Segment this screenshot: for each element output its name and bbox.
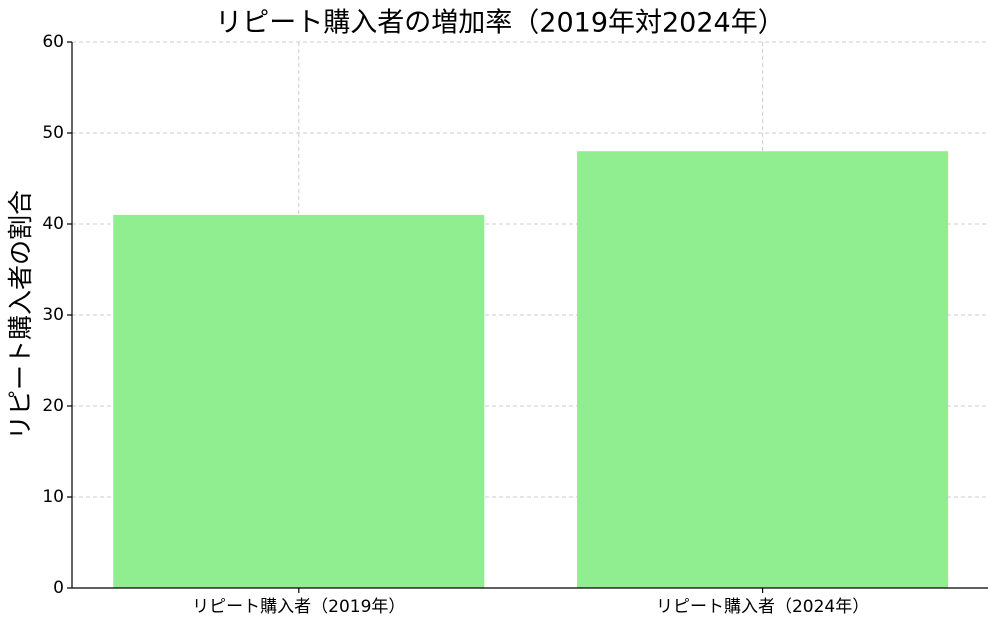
y-tick-label: 40 <box>42 214 64 234</box>
y-tick-label: 50 <box>42 123 64 143</box>
x-tick-label: リピート購入者（2019年） <box>192 597 405 617</box>
y-tick-label: 30 <box>42 305 64 325</box>
bar <box>113 214 485 588</box>
bar <box>577 151 949 588</box>
chart-title: リピート購入者の増加率（2019年対2024年） <box>215 8 784 39</box>
y-axis-label: リピート購入者の割合 <box>6 190 35 440</box>
y-tick-label: 60 <box>42 32 64 52</box>
y-tick-label: 10 <box>42 487 64 507</box>
y-tick-label: 20 <box>42 396 64 416</box>
x-tick-label: リピート購入者（2024年） <box>656 597 869 617</box>
y-tick-label: 0 <box>53 578 64 598</box>
